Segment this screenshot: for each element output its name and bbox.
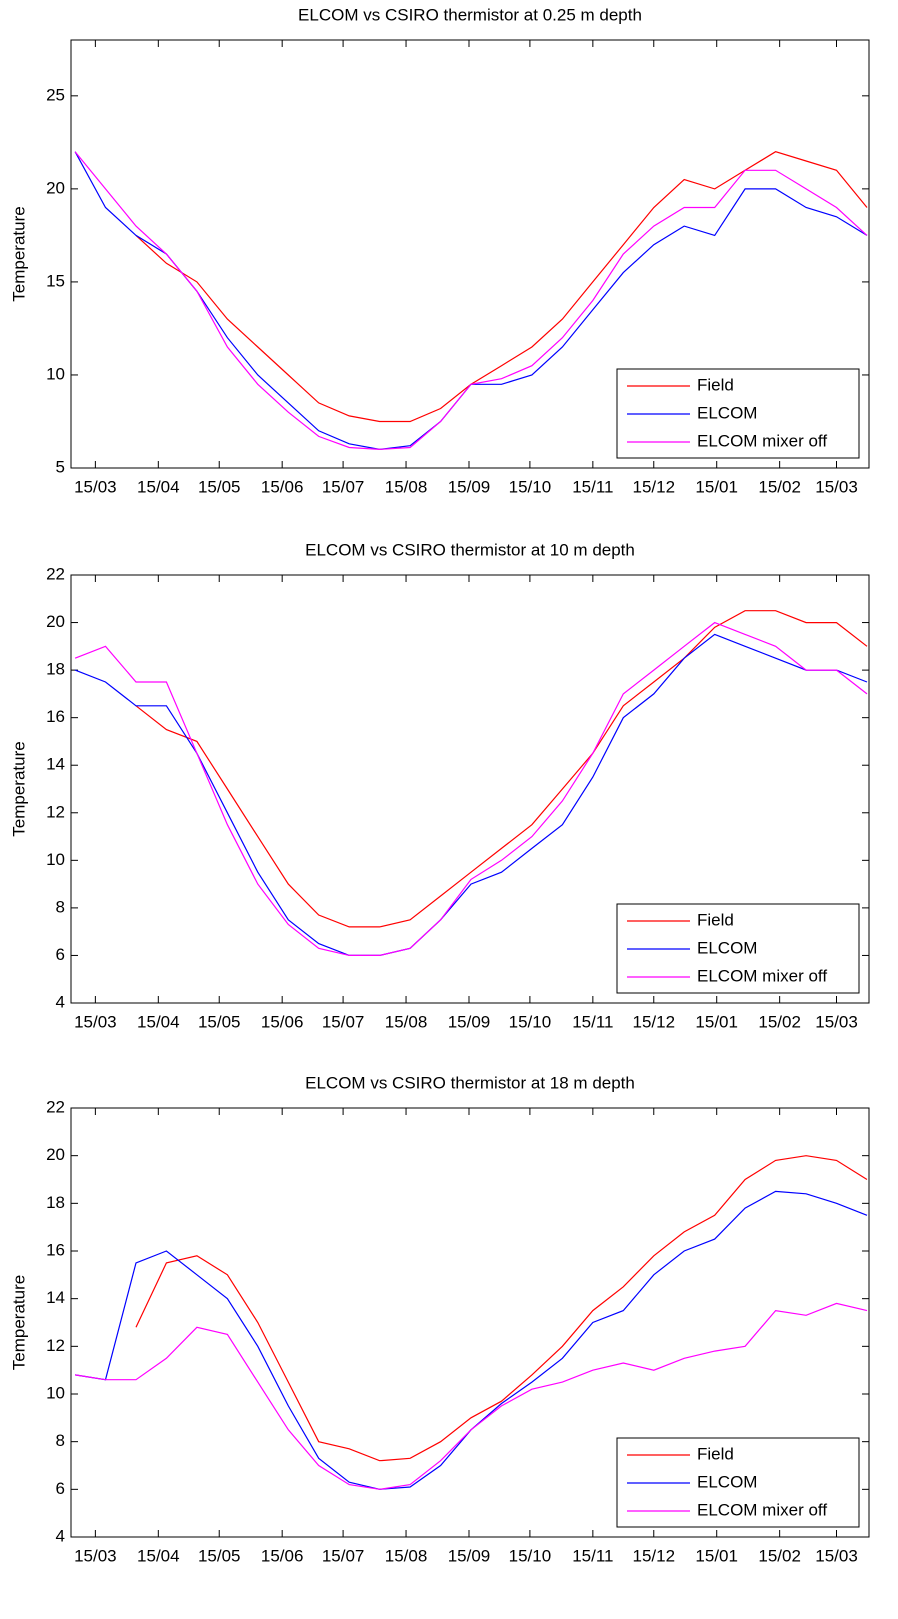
y-tick-label: 14 [46, 755, 65, 774]
x-tick-label: 15/03 [815, 1012, 858, 1031]
legend-label: Field [697, 910, 734, 929]
x-tick-label: 15/03 [815, 1546, 858, 1565]
series-line [74, 151, 868, 451]
y-tick-label: 4 [56, 1526, 65, 1545]
y-tick-label: 22 [46, 564, 65, 583]
x-tick-label: 15/02 [758, 1546, 801, 1565]
y-tick-label: 6 [56, 1479, 65, 1498]
y-tick-label: 4 [56, 992, 65, 1011]
x-tick-label: 15/05 [198, 1546, 241, 1565]
x-tick-label: 15/05 [198, 477, 241, 496]
x-tick-label: 15/09 [448, 1546, 491, 1565]
y-axis-label: Temperature [9, 741, 28, 836]
legend-label: ELCOM mixer off [697, 1500, 827, 1519]
y-tick-label: 10 [46, 850, 65, 869]
chart-title: ELCOM vs CSIRO thermistor at 10 m depth [305, 540, 635, 559]
y-tick-label: 14 [46, 1288, 65, 1307]
x-tick-label: 15/02 [758, 477, 801, 496]
y-tick-label: 22 [46, 1097, 65, 1116]
series-line [74, 633, 868, 956]
x-tick-label: 15/05 [198, 1012, 241, 1031]
y-tick-label: 20 [46, 1145, 65, 1164]
legend-label: Field [697, 1444, 734, 1463]
y-tick-label: 25 [46, 85, 65, 104]
x-tick-label: 15/03 [74, 1012, 117, 1031]
x-tick-label: 15/04 [137, 1012, 180, 1031]
x-tick-label: 15/09 [448, 1012, 491, 1031]
y-axis-label: Temperature [9, 206, 28, 301]
x-tick-label: 15/03 [815, 477, 858, 496]
y-tick-label: 10 [46, 364, 65, 383]
legend-label: ELCOM [697, 938, 757, 957]
x-tick-label: 15/08 [385, 1546, 428, 1565]
x-tick-label: 15/10 [509, 1546, 552, 1565]
y-tick-label: 15 [46, 271, 65, 290]
series-line [135, 610, 868, 928]
y-tick-label: 10 [46, 1383, 65, 1402]
x-tick-label: 15/03 [74, 1546, 117, 1565]
legend-label: ELCOM [697, 403, 757, 422]
x-tick-label: 15/09 [448, 477, 491, 496]
x-tick-label: 15/07 [322, 477, 365, 496]
x-tick-label: 15/04 [137, 1546, 180, 1565]
y-tick-label: 20 [46, 178, 65, 197]
x-tick-label: 15/08 [385, 477, 428, 496]
y-axis-label: Temperature [9, 1275, 28, 1370]
y-tick-label: 18 [46, 660, 65, 679]
x-tick-label: 15/03 [74, 477, 117, 496]
x-tick-label: 15/11 [572, 1012, 613, 1031]
y-tick-label: 16 [46, 707, 65, 726]
legend-label: Field [697, 375, 734, 394]
y-tick-label: 8 [56, 897, 65, 916]
x-tick-label: 15/07 [322, 1012, 365, 1031]
series-line [74, 621, 868, 956]
y-tick-label: 16 [46, 1240, 65, 1259]
legend-label: ELCOM mixer off [697, 431, 827, 450]
x-tick-label: 15/10 [509, 477, 552, 496]
x-tick-label: 15/02 [758, 1012, 801, 1031]
chart-title: ELCOM vs CSIRO thermistor at 18 m depth [305, 1073, 635, 1092]
y-tick-label: 18 [46, 1193, 65, 1212]
y-tick-label: 5 [56, 457, 65, 476]
x-tick-label: 15/08 [385, 1012, 428, 1031]
x-tick-label: 15/07 [322, 1546, 365, 1565]
x-tick-label: 15/06 [261, 1012, 304, 1031]
x-tick-label: 15/11 [572, 1546, 613, 1565]
x-tick-label: 15/12 [632, 1546, 675, 1565]
x-tick-label: 15/06 [261, 1546, 304, 1565]
x-tick-label: 15/12 [632, 1012, 675, 1031]
y-tick-label: 12 [46, 802, 65, 821]
x-tick-label: 15/10 [509, 1012, 552, 1031]
x-tick-label: 15/01 [695, 1546, 738, 1565]
series-line [135, 1155, 868, 1462]
legend-label: ELCOM [697, 1472, 757, 1491]
y-tick-label: 8 [56, 1431, 65, 1450]
x-tick-label: 15/12 [632, 477, 675, 496]
y-tick-label: 12 [46, 1336, 65, 1355]
x-tick-label: 15/06 [261, 477, 304, 496]
series-line [75, 1302, 868, 1490]
x-tick-label: 15/01 [695, 477, 738, 496]
legend-label: ELCOM mixer off [697, 966, 827, 985]
y-tick-label: 6 [56, 945, 65, 964]
y-tick-label: 20 [46, 612, 65, 631]
x-tick-label: 15/11 [572, 477, 613, 496]
x-tick-label: 15/04 [137, 477, 180, 496]
chart-title: ELCOM vs CSIRO thermistor at 0.25 m dept… [298, 5, 642, 24]
x-tick-label: 15/01 [695, 1012, 738, 1031]
